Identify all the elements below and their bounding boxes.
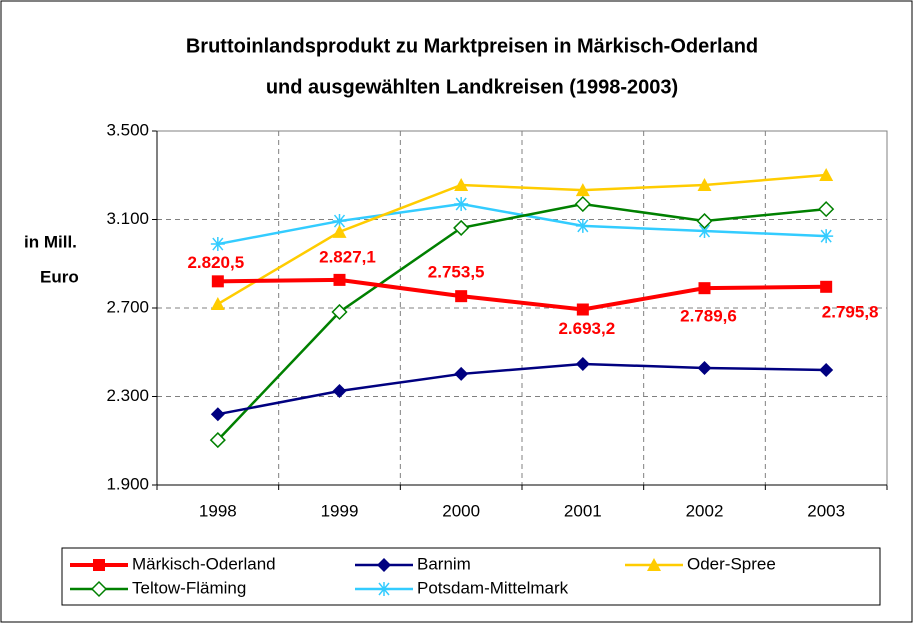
marker bbox=[697, 224, 712, 239]
marker bbox=[820, 280, 833, 293]
chart-title: und ausgewählten Landkreisen (1998-2003) bbox=[266, 76, 678, 98]
marker bbox=[332, 224, 347, 238]
marker bbox=[454, 366, 469, 381]
marker bbox=[333, 273, 346, 286]
series-line bbox=[217, 362, 827, 416]
x-tick-label: 2002 bbox=[686, 501, 724, 520]
data-label: 2.693,2 bbox=[558, 319, 615, 338]
marker bbox=[696, 212, 713, 230]
legend-label: Märkisch-Oderland bbox=[132, 554, 276, 573]
y-tick-label: 2.700 bbox=[106, 297, 149, 316]
marker bbox=[697, 177, 712, 191]
y-tick-label: 1.900 bbox=[106, 474, 149, 493]
data-label: 2.789,6 bbox=[680, 307, 737, 326]
marker bbox=[819, 362, 834, 377]
marker bbox=[453, 219, 470, 236]
legend-marker bbox=[90, 580, 108, 598]
y-tick-label: 3.500 bbox=[106, 120, 149, 139]
marker bbox=[574, 195, 591, 213]
marker bbox=[575, 183, 590, 197]
data-label: 2.753,5 bbox=[428, 263, 485, 282]
x-tick-label: 2000 bbox=[442, 501, 480, 520]
marker bbox=[210, 237, 225, 252]
legend-marker bbox=[377, 558, 391, 572]
marker bbox=[819, 229, 834, 244]
legend-marker bbox=[377, 582, 391, 596]
legend-label: Teltow-Fläming bbox=[132, 578, 246, 597]
marker bbox=[210, 407, 225, 422]
x-tick-label: 2001 bbox=[564, 501, 602, 520]
series-line bbox=[217, 277, 827, 312]
x-tick-label: 1998 bbox=[199, 501, 237, 520]
marker bbox=[454, 197, 469, 212]
legend-label: Barnim bbox=[417, 554, 471, 573]
data-label: 2.795,8 bbox=[822, 302, 879, 321]
marker bbox=[698, 282, 711, 295]
series-line bbox=[216, 202, 827, 441]
marker bbox=[576, 303, 589, 316]
chart-title: Bruttoinlandsprodukt zu Marktpreisen in … bbox=[186, 35, 758, 57]
data-label: 2.820,5 bbox=[187, 253, 244, 272]
legend-marker bbox=[647, 558, 661, 571]
data-label: 2.827,1 bbox=[319, 247, 376, 266]
y-tick-label: 2.300 bbox=[106, 386, 149, 405]
marker bbox=[211, 275, 224, 288]
legend-label: Potsdam-Mittelmark bbox=[417, 578, 569, 597]
legend-marker bbox=[93, 559, 105, 571]
y-tick-label: 3.100 bbox=[106, 209, 149, 228]
x-tick-label: 2003 bbox=[807, 501, 845, 520]
y-axis-label: Euro bbox=[40, 267, 79, 286]
legend-box bbox=[61, 547, 881, 606]
marker bbox=[818, 201, 835, 218]
marker bbox=[332, 214, 347, 229]
marker bbox=[697, 360, 712, 375]
marker bbox=[331, 303, 348, 321]
series-line bbox=[217, 173, 827, 306]
marker bbox=[454, 177, 469, 191]
marker bbox=[455, 290, 468, 303]
marker bbox=[819, 168, 834, 182]
marker bbox=[210, 297, 225, 311]
marker bbox=[209, 432, 226, 449]
marker bbox=[332, 383, 347, 398]
legend-label: Oder-Spree bbox=[687, 554, 776, 573]
x-tick-label: 1999 bbox=[321, 501, 359, 520]
marker bbox=[575, 356, 590, 371]
y-axis-label: in Mill. bbox=[24, 232, 77, 251]
marker bbox=[575, 218, 590, 233]
